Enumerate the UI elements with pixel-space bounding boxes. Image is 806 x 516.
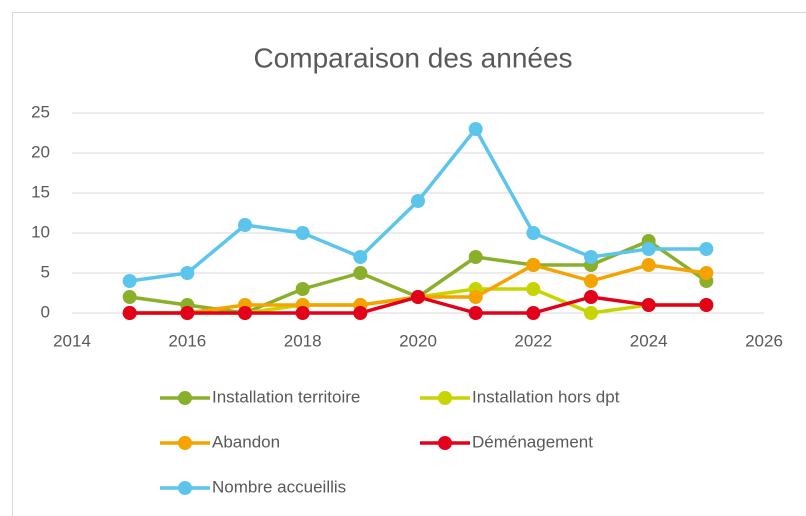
data-point [180, 266, 195, 280]
data-point [468, 250, 483, 264]
x-tick-label: 2020 [399, 331, 437, 350]
data-point [468, 306, 483, 320]
data-point [353, 306, 368, 320]
x-tick-label: 2014 [53, 331, 91, 350]
data-point [584, 306, 598, 320]
data-point [295, 306, 310, 320]
data-point [468, 290, 483, 304]
data-point [295, 226, 310, 240]
legend-label: Installation hors dpt [472, 387, 620, 406]
data-point [468, 122, 483, 136]
data-point [411, 194, 425, 208]
data-point [526, 282, 541, 296]
data-point [584, 274, 598, 288]
data-point [353, 250, 368, 264]
data-point [122, 290, 137, 304]
x-tick-label: 2026 [745, 331, 783, 350]
data-point [238, 218, 252, 232]
data-point [584, 290, 598, 304]
data-point [584, 250, 598, 264]
x-tick-label: 2016 [168, 331, 206, 350]
y-tick-label: 5 [41, 262, 50, 281]
data-point [641, 242, 656, 256]
chart-frame [12, 12, 806, 516]
data-point [122, 306, 137, 320]
y-tick-label: 10 [31, 222, 50, 241]
data-point [122, 274, 137, 288]
data-point [180, 306, 195, 320]
legend-label: Nombre accueillis [212, 477, 346, 496]
y-tick-label: 15 [31, 182, 50, 201]
data-point [526, 226, 541, 240]
data-point [641, 258, 656, 272]
data-point [295, 282, 310, 296]
data-point [411, 290, 425, 304]
legend-label: Installation territoire [212, 387, 360, 406]
chart-title: Comparaison des années [253, 42, 572, 73]
data-point [699, 298, 714, 312]
legend-label: Abandon [212, 432, 280, 451]
y-tick-label: 20 [31, 142, 50, 161]
legend-label: Déménagement [472, 432, 593, 451]
legend-marker [438, 391, 452, 405]
x-tick-label: 2024 [630, 331, 668, 350]
x-tick-label: 2022 [514, 331, 552, 350]
data-point [526, 258, 541, 272]
data-point [238, 306, 252, 320]
y-tick-label: 25 [31, 102, 50, 121]
x-tick-label: 2018 [284, 331, 322, 350]
data-point [699, 266, 714, 280]
data-point [699, 242, 714, 256]
legend-marker [178, 436, 192, 450]
data-point [526, 306, 541, 320]
legend-marker [178, 391, 192, 405]
legend-marker [178, 481, 192, 495]
legend-marker [438, 436, 452, 450]
data-point [641, 298, 656, 312]
y-tick-label: 0 [41, 302, 50, 321]
data-point [353, 266, 368, 280]
